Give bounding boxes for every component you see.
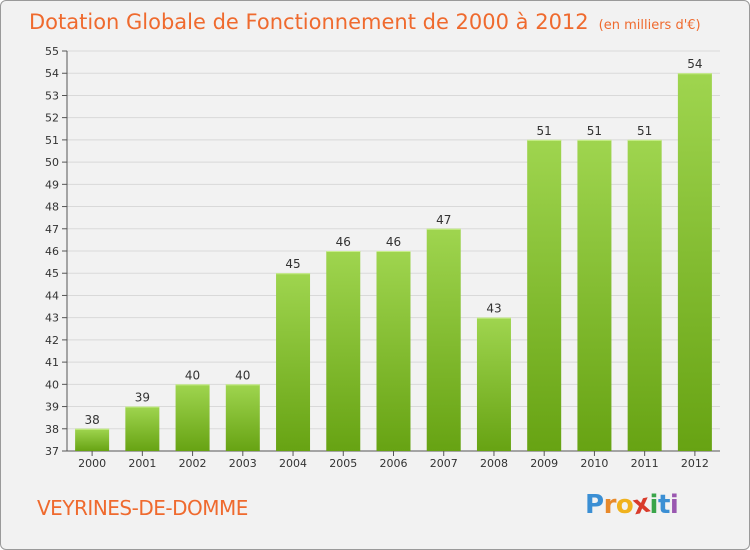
- x-tick-label: 2007: [430, 457, 458, 470]
- x-tick-label: 2005: [329, 457, 357, 470]
- data-label: 54: [687, 57, 702, 71]
- y-tick-label: 55: [45, 45, 59, 58]
- y-tick-label: 40: [45, 378, 59, 391]
- x-tick-label: 2008: [480, 457, 508, 470]
- data-label: 51: [637, 124, 652, 138]
- y-tick-label: 39: [45, 401, 59, 414]
- logo-letter: i: [649, 490, 659, 520]
- y-tick-label: 43: [45, 312, 59, 325]
- y-tick-label: 51: [45, 134, 59, 147]
- y-tick-label: 49: [45, 178, 59, 191]
- bar: [175, 384, 210, 451]
- logo-letter: i: [669, 490, 679, 520]
- bar: [326, 251, 361, 451]
- data-label: 38: [84, 413, 99, 427]
- chart-title-row: Dotation Globale de Fonctionnement de 20…: [29, 8, 701, 40]
- data-label: 46: [336, 235, 351, 249]
- data-label: 43: [486, 302, 501, 316]
- bar: [276, 273, 311, 451]
- y-tick-label: 37: [45, 445, 59, 458]
- y-tick-label: 50: [45, 156, 59, 169]
- x-tick-label: 2011: [631, 457, 659, 470]
- data-label: 51: [587, 124, 602, 138]
- chart-unit-label: (en milliers d'€): [598, 18, 701, 33]
- data-label: 51: [537, 124, 552, 138]
- logo-letter: r: [603, 490, 617, 520]
- x-tick-label: 2009: [530, 457, 558, 470]
- y-tick-label: 38: [45, 423, 59, 436]
- data-label: 39: [135, 391, 150, 405]
- y-tick-label: 54: [45, 67, 59, 80]
- x-tick-label: 2001: [128, 457, 156, 470]
- logo-letter: P: [585, 490, 604, 520]
- x-tick-label: 2006: [380, 457, 408, 470]
- y-tick-label: 47: [45, 223, 59, 236]
- bar: [627, 139, 662, 451]
- y-tick-label: 52: [45, 112, 59, 125]
- proxiti-logo[interactable]: Proxiti: [585, 489, 679, 522]
- data-label: 40: [185, 368, 200, 382]
- data-label: 46: [386, 235, 401, 249]
- logo-letter: t: [657, 490, 670, 520]
- x-tick-label: 2012: [681, 457, 709, 470]
- x-tick-label: 2004: [279, 457, 307, 470]
- bar: [376, 251, 411, 451]
- data-label: 45: [285, 257, 300, 271]
- y-tick-label: 41: [45, 356, 59, 369]
- y-tick-label: 44: [45, 289, 59, 302]
- chart-title: Dotation Globale de Fonctionnement de 20…: [29, 10, 589, 34]
- data-label: 40: [235, 368, 250, 382]
- logo-letter: o: [615, 490, 634, 520]
- bar: [75, 428, 110, 451]
- x-tick-label: 2000: [78, 457, 106, 470]
- bar: [577, 139, 612, 451]
- bar: [677, 73, 712, 451]
- bar: [476, 317, 511, 451]
- bar: [225, 384, 260, 451]
- y-tick-label: 42: [45, 334, 59, 347]
- y-tick-label: 46: [45, 245, 59, 258]
- x-tick-label: 2002: [179, 457, 207, 470]
- y-tick-label: 45: [45, 267, 59, 280]
- bar: [527, 139, 562, 451]
- bar: [426, 228, 461, 451]
- y-tick-label: 48: [45, 201, 59, 214]
- data-label: 47: [436, 213, 451, 227]
- y-tick-label: 53: [45, 89, 59, 102]
- x-tick-label: 2010: [580, 457, 608, 470]
- x-tick-label: 2003: [229, 457, 257, 470]
- bar: [125, 406, 160, 451]
- commune-name: VEYRINES-DE-DOMME: [37, 496, 248, 520]
